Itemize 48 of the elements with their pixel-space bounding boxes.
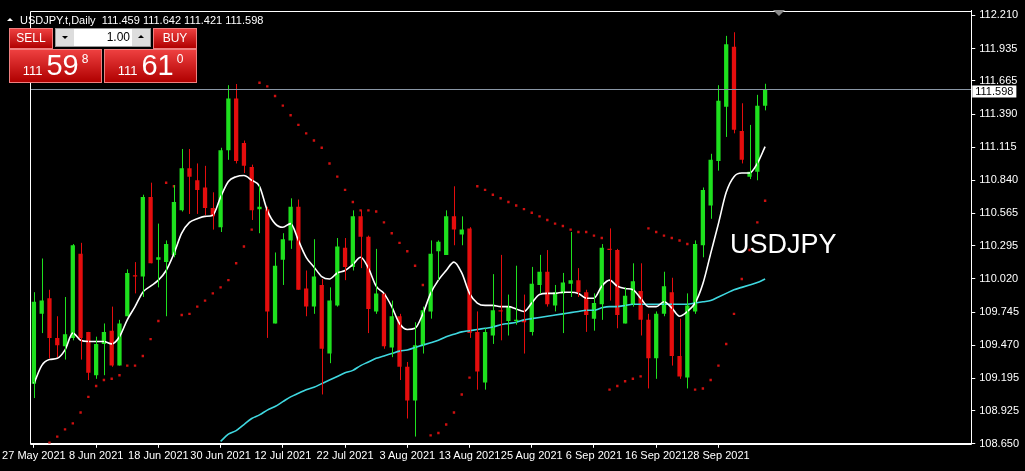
x-tick-label: 8 Jun 2021 — [68, 449, 124, 462]
y-tick-label: 110.840 — [979, 173, 1019, 186]
y-tick-label: 111.115 — [979, 140, 1017, 153]
y-tick-label: 109.195 — [979, 371, 1019, 384]
y-tick-label: 111.390 — [979, 107, 1018, 120]
y-tick-label: 108.650 — [979, 436, 1019, 449]
candlestick — [327, 286, 332, 364]
candlestick — [78, 242, 83, 361]
x-tick-label: 22 Jul 2021 — [316, 449, 374, 462]
y-tick-label: 110.295 — [979, 238, 1019, 251]
line-series — [219, 278, 766, 443]
buy-button: BUY — [153, 28, 197, 49]
y-tick-label: 109.745 — [979, 305, 1019, 318]
sell-button: SELL — [9, 28, 53, 49]
candlestick — [86, 331, 91, 381]
candlestick — [156, 223, 161, 288]
candlestick — [358, 209, 363, 269]
x-tick-label: 30 Jun 2021 — [190, 449, 251, 462]
candlestick — [148, 182, 153, 264]
candlestick — [716, 84, 721, 172]
x-tick-label: 16 Sep 2021 — [625, 449, 688, 462]
candlestick — [132, 261, 138, 294]
lot-size-field: 1.00 — [55, 28, 151, 47]
x-tick-label: 18 Jun 2021 — [128, 449, 189, 462]
x-tick-label: 12 Jul 2021 — [254, 449, 312, 462]
x-tick-label: 28 Sep 2021 — [687, 449, 750, 462]
x-tick-label: 27 May 2021 — [2, 449, 66, 462]
candlestick — [187, 148, 192, 215]
y-tick-label: 110.020 — [979, 271, 1019, 284]
y-tick-label: 112.210 — [979, 8, 1019, 21]
y-tick-label: 110.565 — [979, 206, 1019, 219]
candlestick — [646, 313, 651, 389]
candlestick — [226, 84, 231, 161]
x-tick-label: 6 Sep 2021 — [565, 449, 623, 462]
annotation: 1.00 — [105, 30, 130, 44]
x-tick-label: 25 Aug 2021 — [500, 449, 563, 462]
candlestick — [677, 318, 682, 380]
ref-line-label: 111.598 — [975, 84, 1014, 97]
candlestick — [537, 254, 542, 294]
y-tick-label: 108.925 — [979, 403, 1019, 416]
x-tick-label: 13 Aug 2021 — [438, 449, 501, 462]
y-tick-label: 109.470 — [979, 338, 1019, 351]
y-tick-label: 111.935 — [979, 41, 1018, 54]
candlestick — [47, 289, 52, 359]
x-tick-label: 3 Aug 2021 — [379, 449, 436, 462]
annotation: USDJPY — [730, 229, 837, 260]
candlestick — [576, 267, 581, 298]
y-tick-label: 111.665 — [979, 74, 1018, 87]
